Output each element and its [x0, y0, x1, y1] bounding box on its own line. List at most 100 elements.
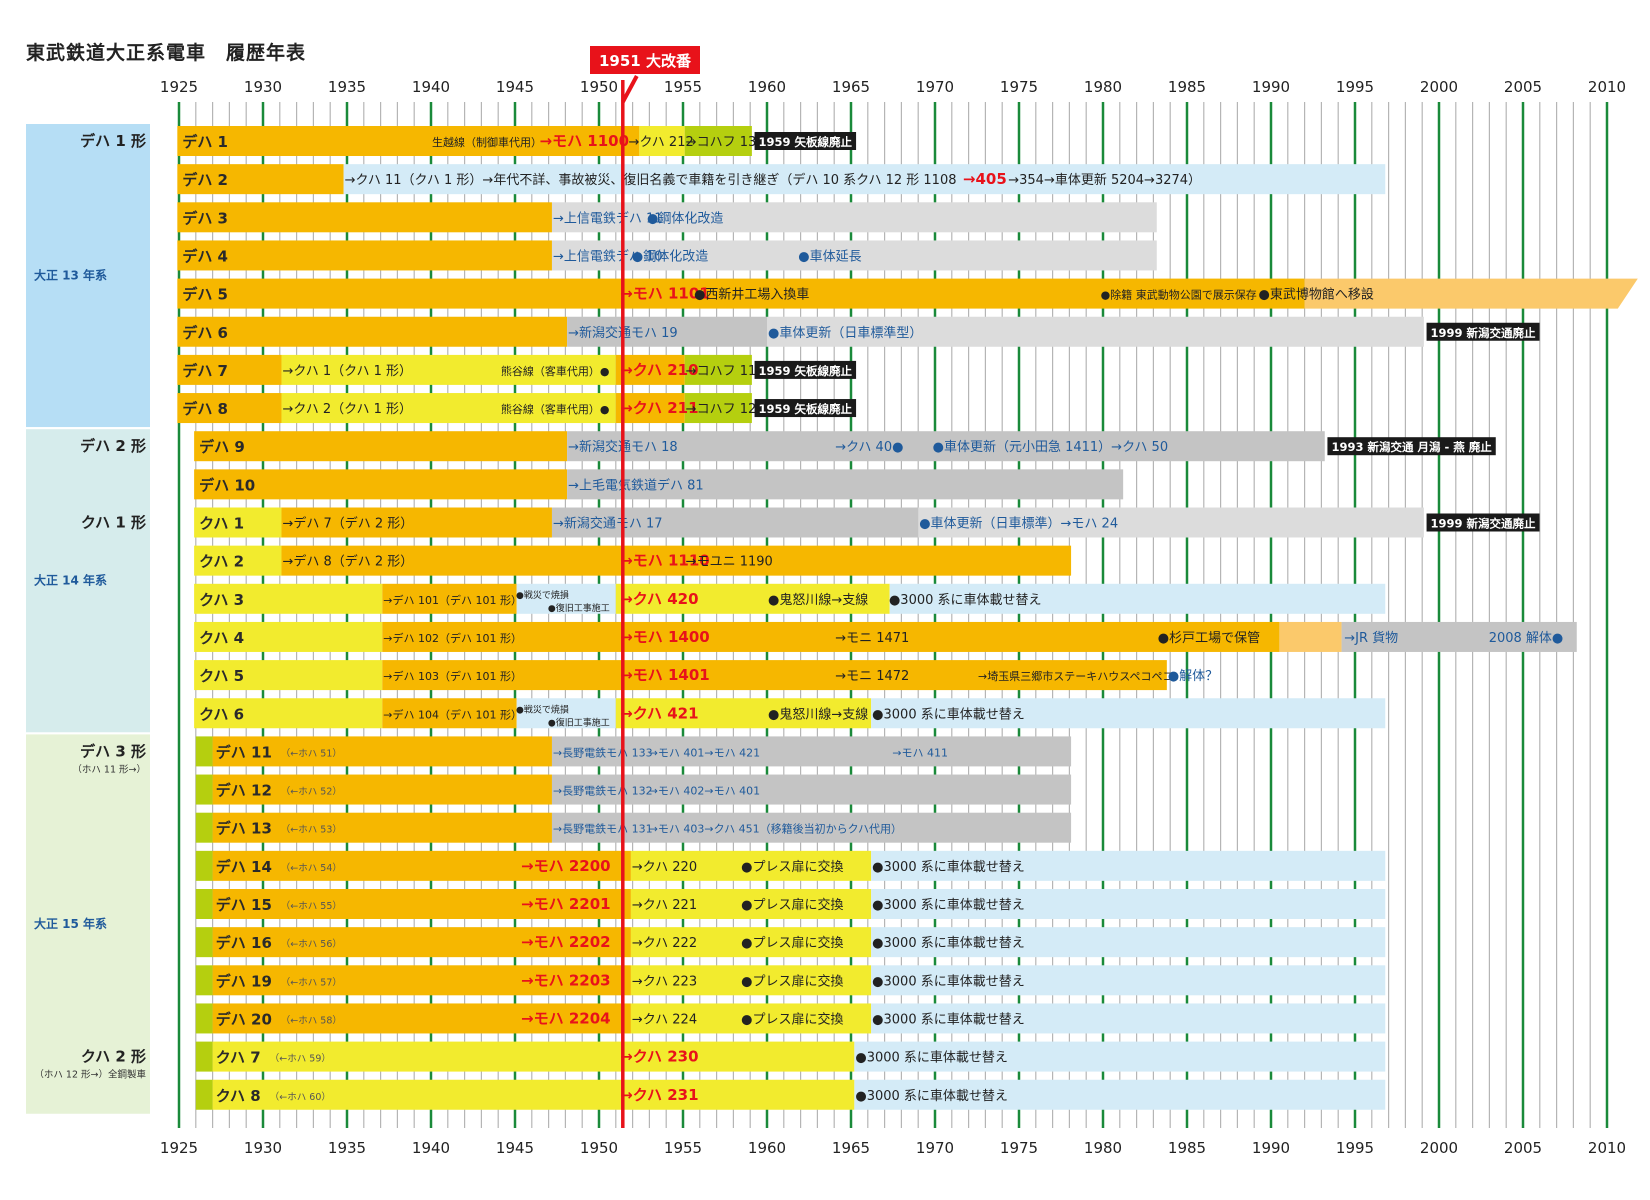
- axis-tick-bottom: 1970: [916, 1139, 954, 1157]
- event-label: →新潟交通モハ 17: [553, 516, 663, 532]
- vehicle-name: クハ 8: [216, 1087, 261, 1105]
- event-label: ●除籍 東武動物公園で展示保存: [1101, 288, 1257, 302]
- event-label: →デハ 103（デハ 101 形）: [383, 669, 522, 683]
- bar-segment: [871, 965, 1386, 996]
- bar-segment: [1279, 621, 1342, 652]
- event-label: →モハ 1400: [620, 628, 710, 646]
- bar-segment: [194, 698, 383, 729]
- bar-segment: [551, 736, 1072, 767]
- bar-segment: [212, 850, 631, 881]
- event-label: →上毛電気鉄道デハ 81: [568, 477, 704, 493]
- axis-tick-top: 1950: [580, 78, 618, 96]
- axis-tick-top: 1935: [328, 78, 366, 96]
- axis-tick-top: 1930: [244, 78, 282, 96]
- event-label: ●鋼体化改造: [632, 249, 708, 264]
- event-label: →長野電鉄モハ 131: [553, 822, 653, 836]
- event-badge-bg: [754, 132, 857, 150]
- vehicle-name: デハ 19: [216, 972, 272, 990]
- bar-arrow-segment: [1304, 278, 1638, 309]
- axis-tick-bottom: 1995: [1336, 1139, 1374, 1157]
- axis-tick-bottom: 1980: [1084, 1139, 1122, 1157]
- vehicle-name: デハ 20: [216, 1010, 272, 1028]
- event-label: ●東武博物館へ移設: [1259, 287, 1374, 303]
- event-label: →クハ 220: [632, 860, 697, 875]
- axis-tick-top: 1955: [664, 78, 702, 96]
- vehicle-row: デハ 3 →上信電鉄デハ 11●鋼体化改造: [177, 202, 1157, 233]
- event-badge: 1959 矢板線廃止: [759, 364, 853, 378]
- bar-segment: [630, 965, 872, 996]
- event-label: ●3000 系に車体載せ替え: [872, 860, 1025, 875]
- event-label: →デハ 8（デハ 2 形）: [282, 554, 413, 570]
- event-label: →長野電鉄モハ 132: [553, 784, 653, 798]
- event-label: →モハ 2201: [521, 895, 611, 913]
- event-label: ●戦災で焼損: [516, 589, 569, 601]
- event-label: →405: [963, 170, 1007, 188]
- bar-segment: [177, 164, 344, 195]
- bar-segment: [871, 698, 1386, 729]
- bar-segment: [194, 545, 282, 576]
- event-label: →モハ 2202: [521, 933, 611, 951]
- bar-segment: [889, 583, 1386, 614]
- group-label: 大正 14 年系: [34, 573, 107, 588]
- vehicle-row: デハ 10 →上毛電気鉄道デハ 81: [194, 469, 1124, 500]
- bar-segment: [918, 507, 1424, 538]
- event-label: ●杉戸工場で保管: [1158, 631, 1260, 646]
- bar-segment: [630, 850, 872, 881]
- class-label: デハ 2 形: [80, 437, 146, 455]
- event-label: →モニ 1472: [835, 669, 909, 684]
- axis-tick-bottom: 1950: [580, 1139, 618, 1157]
- class-sublabel: （ホハ 11 形→）: [72, 763, 146, 775]
- event-label: →354→車体更新 5204→3274）: [1008, 172, 1201, 188]
- group-panel: [26, 734, 150, 1114]
- event-badge-bg: [1327, 437, 1496, 456]
- bar-segment: [382, 660, 1167, 691]
- event-label: ●3000 系に車体載せ替え: [872, 1012, 1025, 1027]
- vehicle-row: デハ 8 →クハ 2（クハ 1 形） 熊谷線（客車代用）● →クハ 211→コハフ 1…: [177, 393, 857, 424]
- bar-segment: [195, 1079, 213, 1110]
- bar-segment: [281, 545, 1072, 576]
- bar-segment: [516, 698, 616, 729]
- event-label: ●3000 系に車体載せ替え: [855, 1051, 1008, 1066]
- former-name: （←ホハ 53）: [281, 824, 342, 836]
- vehicle-row: デハ 7 →クハ 1（クハ 1 形） 熊谷線（客車代用）● →クハ 210→コハフ 1…: [177, 354, 857, 385]
- event-label: →クハ 11（クハ 1 形）→年代不詳、事故被災、復旧名義で車籍を引き継ぎ（デハ…: [345, 172, 957, 188]
- bar-segment: [615, 698, 872, 729]
- event-label: →長野電鉄モハ 133: [553, 745, 653, 759]
- bar-segment: [639, 126, 685, 156]
- vehicle-row: デハ 15 （←ホハ 55） →モハ 2201 →クハ 221 ●プレス扉に交換 ●300…: [195, 889, 1386, 919]
- event-label: →モハ 411: [892, 746, 948, 759]
- bar-segment: [630, 1003, 872, 1034]
- vehicle-row: デハ 1 生越線（制御車代用）→モハ 1100 →クハ 212→コハフ 13 1959…: [177, 126, 857, 156]
- bar-segment: [212, 889, 631, 919]
- event-label: →デハ 102（デハ 101 形）: [383, 631, 522, 645]
- event-label: →モハ 1401: [620, 666, 710, 684]
- former-name: （←ホハ 56）: [281, 938, 342, 950]
- bar-segment: [382, 583, 517, 614]
- vehicle-row: デハ 5 →モハ 1101●西新井工場入換車 ●除籍 東武動物公園で展示保存 ●東武博…: [177, 278, 1638, 309]
- vehicle-name: デハ 1: [182, 133, 228, 151]
- bar-segment: [551, 812, 1072, 843]
- former-name: （←ホハ 51）: [281, 747, 342, 759]
- axis-tick-bottom: 2000: [1420, 1139, 1458, 1157]
- bar-segment: [767, 316, 1424, 347]
- bar-segment: [212, 1041, 855, 1072]
- bar-segment: [516, 583, 616, 614]
- event-label: ●プレス扉に交換: [741, 897, 843, 913]
- bar-segment: [177, 202, 552, 233]
- bar-segment: [382, 698, 517, 729]
- event-label: ●西新井工場入換車: [694, 287, 809, 303]
- vehicle-name: デハ 7: [182, 362, 228, 380]
- bar-segment: [212, 736, 552, 767]
- former-name: （←ホハ 55）: [281, 900, 342, 912]
- vehicle-name: クハ 5: [199, 667, 244, 685]
- class-label: クハ 2 形: [81, 1048, 146, 1066]
- axis-tick-bottom: 2005: [1504, 1139, 1542, 1157]
- class-label: デハ 3 形: [80, 742, 146, 760]
- vehicle-name: デハ 3: [182, 209, 228, 227]
- class-label: デハ 1 形: [80, 132, 146, 150]
- axis-tick-top: 1990: [1252, 78, 1290, 96]
- class-sublabel: （ホハ 12 形→）全鋼製車: [34, 1069, 146, 1081]
- bar-segment: [177, 126, 640, 156]
- event-badge: 1959 矢板線廃止: [759, 402, 853, 416]
- event-label: →クハ 231: [620, 1086, 698, 1104]
